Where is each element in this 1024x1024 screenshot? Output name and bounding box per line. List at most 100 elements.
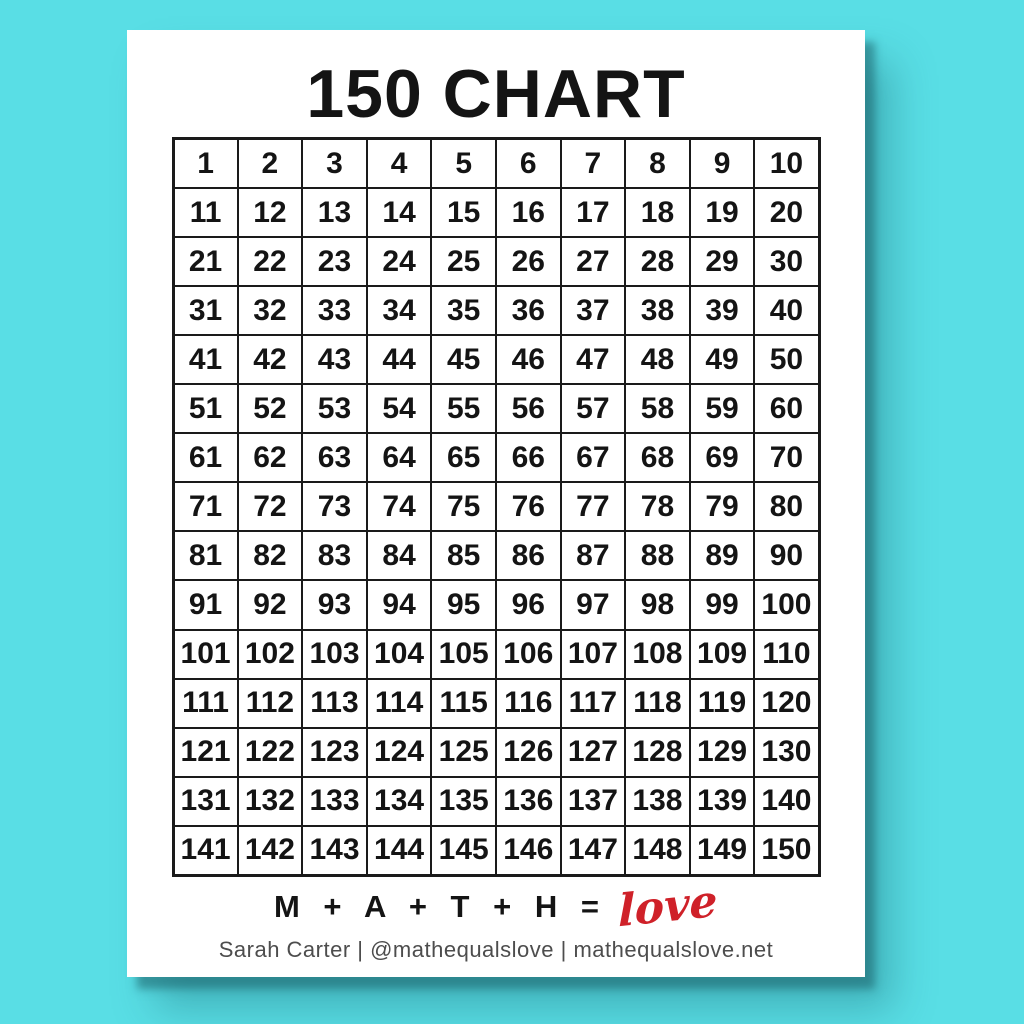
grid-cell-96: 96: [494, 579, 562, 631]
grid-cell-97: 97: [559, 579, 627, 631]
grid-row: 61 62 63 64 65 66 67 68 69 70: [172, 432, 820, 484]
grid-cell-95: 95: [430, 579, 497, 631]
grid-cell-88: 88: [624, 530, 691, 582]
grid-cell-53: 53: [301, 383, 368, 435]
credit-line: Sarah Carter | @mathequalslove | mathequ…: [218, 937, 774, 962]
grid-row: 21 22 23 24 25 26 27 28 29 30: [172, 236, 820, 288]
grid-cell-123: 123: [301, 726, 368, 778]
grid-row: 141 142 143 144 145 146 147 148 149 150: [172, 824, 820, 877]
grid-cell-105: 105: [430, 628, 497, 680]
grid-cell-33: 33: [301, 285, 368, 337]
grid-cell-132: 132: [236, 775, 304, 827]
grid-cell-77: 77: [559, 481, 627, 533]
grid-cell-114: 114: [365, 677, 433, 729]
grid-cell-63: 63: [301, 432, 368, 484]
grid-row: 41 42 43 44 45 46 47 48 49 50: [172, 334, 820, 386]
grid-cell-2: 2: [236, 137, 304, 190]
grid-cell-103: 103: [301, 628, 368, 680]
grid-row: 91 92 93 94 95 96 97 98 99 100: [172, 579, 820, 631]
grid-cell-6: 6: [494, 137, 562, 190]
grid-cell-45: 45: [430, 334, 497, 386]
grid-row: 131 132 133 134 135 136 137 138 139 140: [172, 775, 820, 827]
grid-row: 71 72 73 74 75 76 77 78 79 80: [172, 481, 820, 533]
grid-cell-112: 112: [236, 677, 304, 729]
grid-cell-26: 26: [494, 236, 562, 288]
grid-cell-102: 102: [236, 628, 304, 680]
grid-cell-49: 49: [688, 334, 756, 386]
grid-cell-124: 124: [365, 726, 433, 778]
grid-cell-137: 137: [559, 775, 627, 827]
grid-cell-71: 71: [172, 481, 239, 533]
grid-cell-70: 70: [753, 432, 820, 484]
grid-cell-121: 121: [172, 726, 239, 778]
grid-cell-9: 9: [688, 137, 756, 190]
grid-cell-84: 84: [365, 530, 433, 582]
grid-cell-24: 24: [365, 236, 433, 288]
grid-cell-83: 83: [301, 530, 368, 582]
grid-cell-27: 27: [559, 236, 627, 288]
grid-cell-135: 135: [430, 775, 497, 827]
grid-cell-52: 52: [236, 383, 304, 435]
grid-cell-31: 31: [172, 285, 239, 337]
grid-cell-42: 42: [236, 334, 304, 386]
grid-cell-35: 35: [430, 285, 497, 337]
grid-cell-20: 20: [753, 187, 820, 239]
grid-cell-72: 72: [236, 481, 304, 533]
grid-cell-113: 113: [301, 677, 368, 729]
grid-cell-14: 14: [365, 187, 433, 239]
grid-cell-62: 62: [236, 432, 304, 484]
grid-cell-19: 19: [688, 187, 756, 239]
grid-cell-28: 28: [624, 236, 691, 288]
grid-cell-11: 11: [172, 187, 239, 239]
grid-cell-80: 80: [753, 481, 820, 533]
grid-cell-89: 89: [688, 530, 756, 582]
grid-cell-119: 119: [688, 677, 756, 729]
grid-cell-17: 17: [559, 187, 627, 239]
grid-cell-138: 138: [624, 775, 691, 827]
grid-cell-3: 3: [301, 137, 368, 190]
grid-cell-16: 16: [494, 187, 562, 239]
grid-cell-131: 131: [172, 775, 239, 827]
grid-cell-146: 146: [494, 824, 562, 877]
grid-cell-48: 48: [624, 334, 691, 386]
grid-cell-149: 149: [688, 824, 756, 877]
grid-cell-87: 87: [559, 530, 627, 582]
grid-cell-81: 81: [172, 530, 239, 582]
grid-cell-7: 7: [559, 137, 627, 190]
grid-cell-133: 133: [301, 775, 368, 827]
grid-cell-65: 65: [430, 432, 497, 484]
grid-cell-111: 111: [172, 677, 239, 729]
grid-cell-101: 101: [172, 628, 239, 680]
grid-cell-56: 56: [494, 383, 562, 435]
grid-cell-1: 1: [172, 137, 239, 190]
grid-cell-61: 61: [172, 432, 239, 484]
grid-cell-18: 18: [624, 187, 691, 239]
grid-cell-90: 90: [753, 530, 820, 582]
paper-sheet: 150 CHART 1 2 3 4 5 6 7 8 9 10 11 12 13 14 15 16 17 18 19 2…: [127, 30, 865, 977]
grid-cell-69: 69: [688, 432, 756, 484]
grid-cell-58: 58: [624, 383, 691, 435]
grid-cell-15: 15: [430, 187, 497, 239]
grid-cell-122: 122: [236, 726, 304, 778]
grid-cell-41: 41: [172, 334, 239, 386]
grid-cell-76: 76: [494, 481, 562, 533]
grid-row: 31 32 33 34 35 36 37 38 39 40: [172, 285, 820, 337]
grid-cell-51: 51: [172, 383, 239, 435]
grid-cell-128: 128: [624, 726, 691, 778]
grid-row: 111 112 113 114 115 116 117 118 119 120: [172, 677, 820, 729]
grid-cell-141: 141: [172, 824, 239, 877]
grid-cell-85: 85: [430, 530, 497, 582]
grid-cell-66: 66: [494, 432, 562, 484]
grid-cell-29: 29: [688, 236, 756, 288]
grid-cell-110: 110: [753, 628, 820, 680]
grid-cell-100: 100: [753, 579, 820, 631]
grid-cell-140: 140: [753, 775, 820, 827]
grid-cell-145: 145: [430, 824, 497, 877]
grid-cell-109: 109: [688, 628, 756, 680]
grid-cell-12: 12: [236, 187, 304, 239]
grid-cell-106: 106: [494, 628, 562, 680]
grid-cell-22: 22: [236, 236, 304, 288]
grid-cell-34: 34: [365, 285, 433, 337]
grid-cell-91: 91: [172, 579, 239, 631]
grid-cell-54: 54: [365, 383, 433, 435]
